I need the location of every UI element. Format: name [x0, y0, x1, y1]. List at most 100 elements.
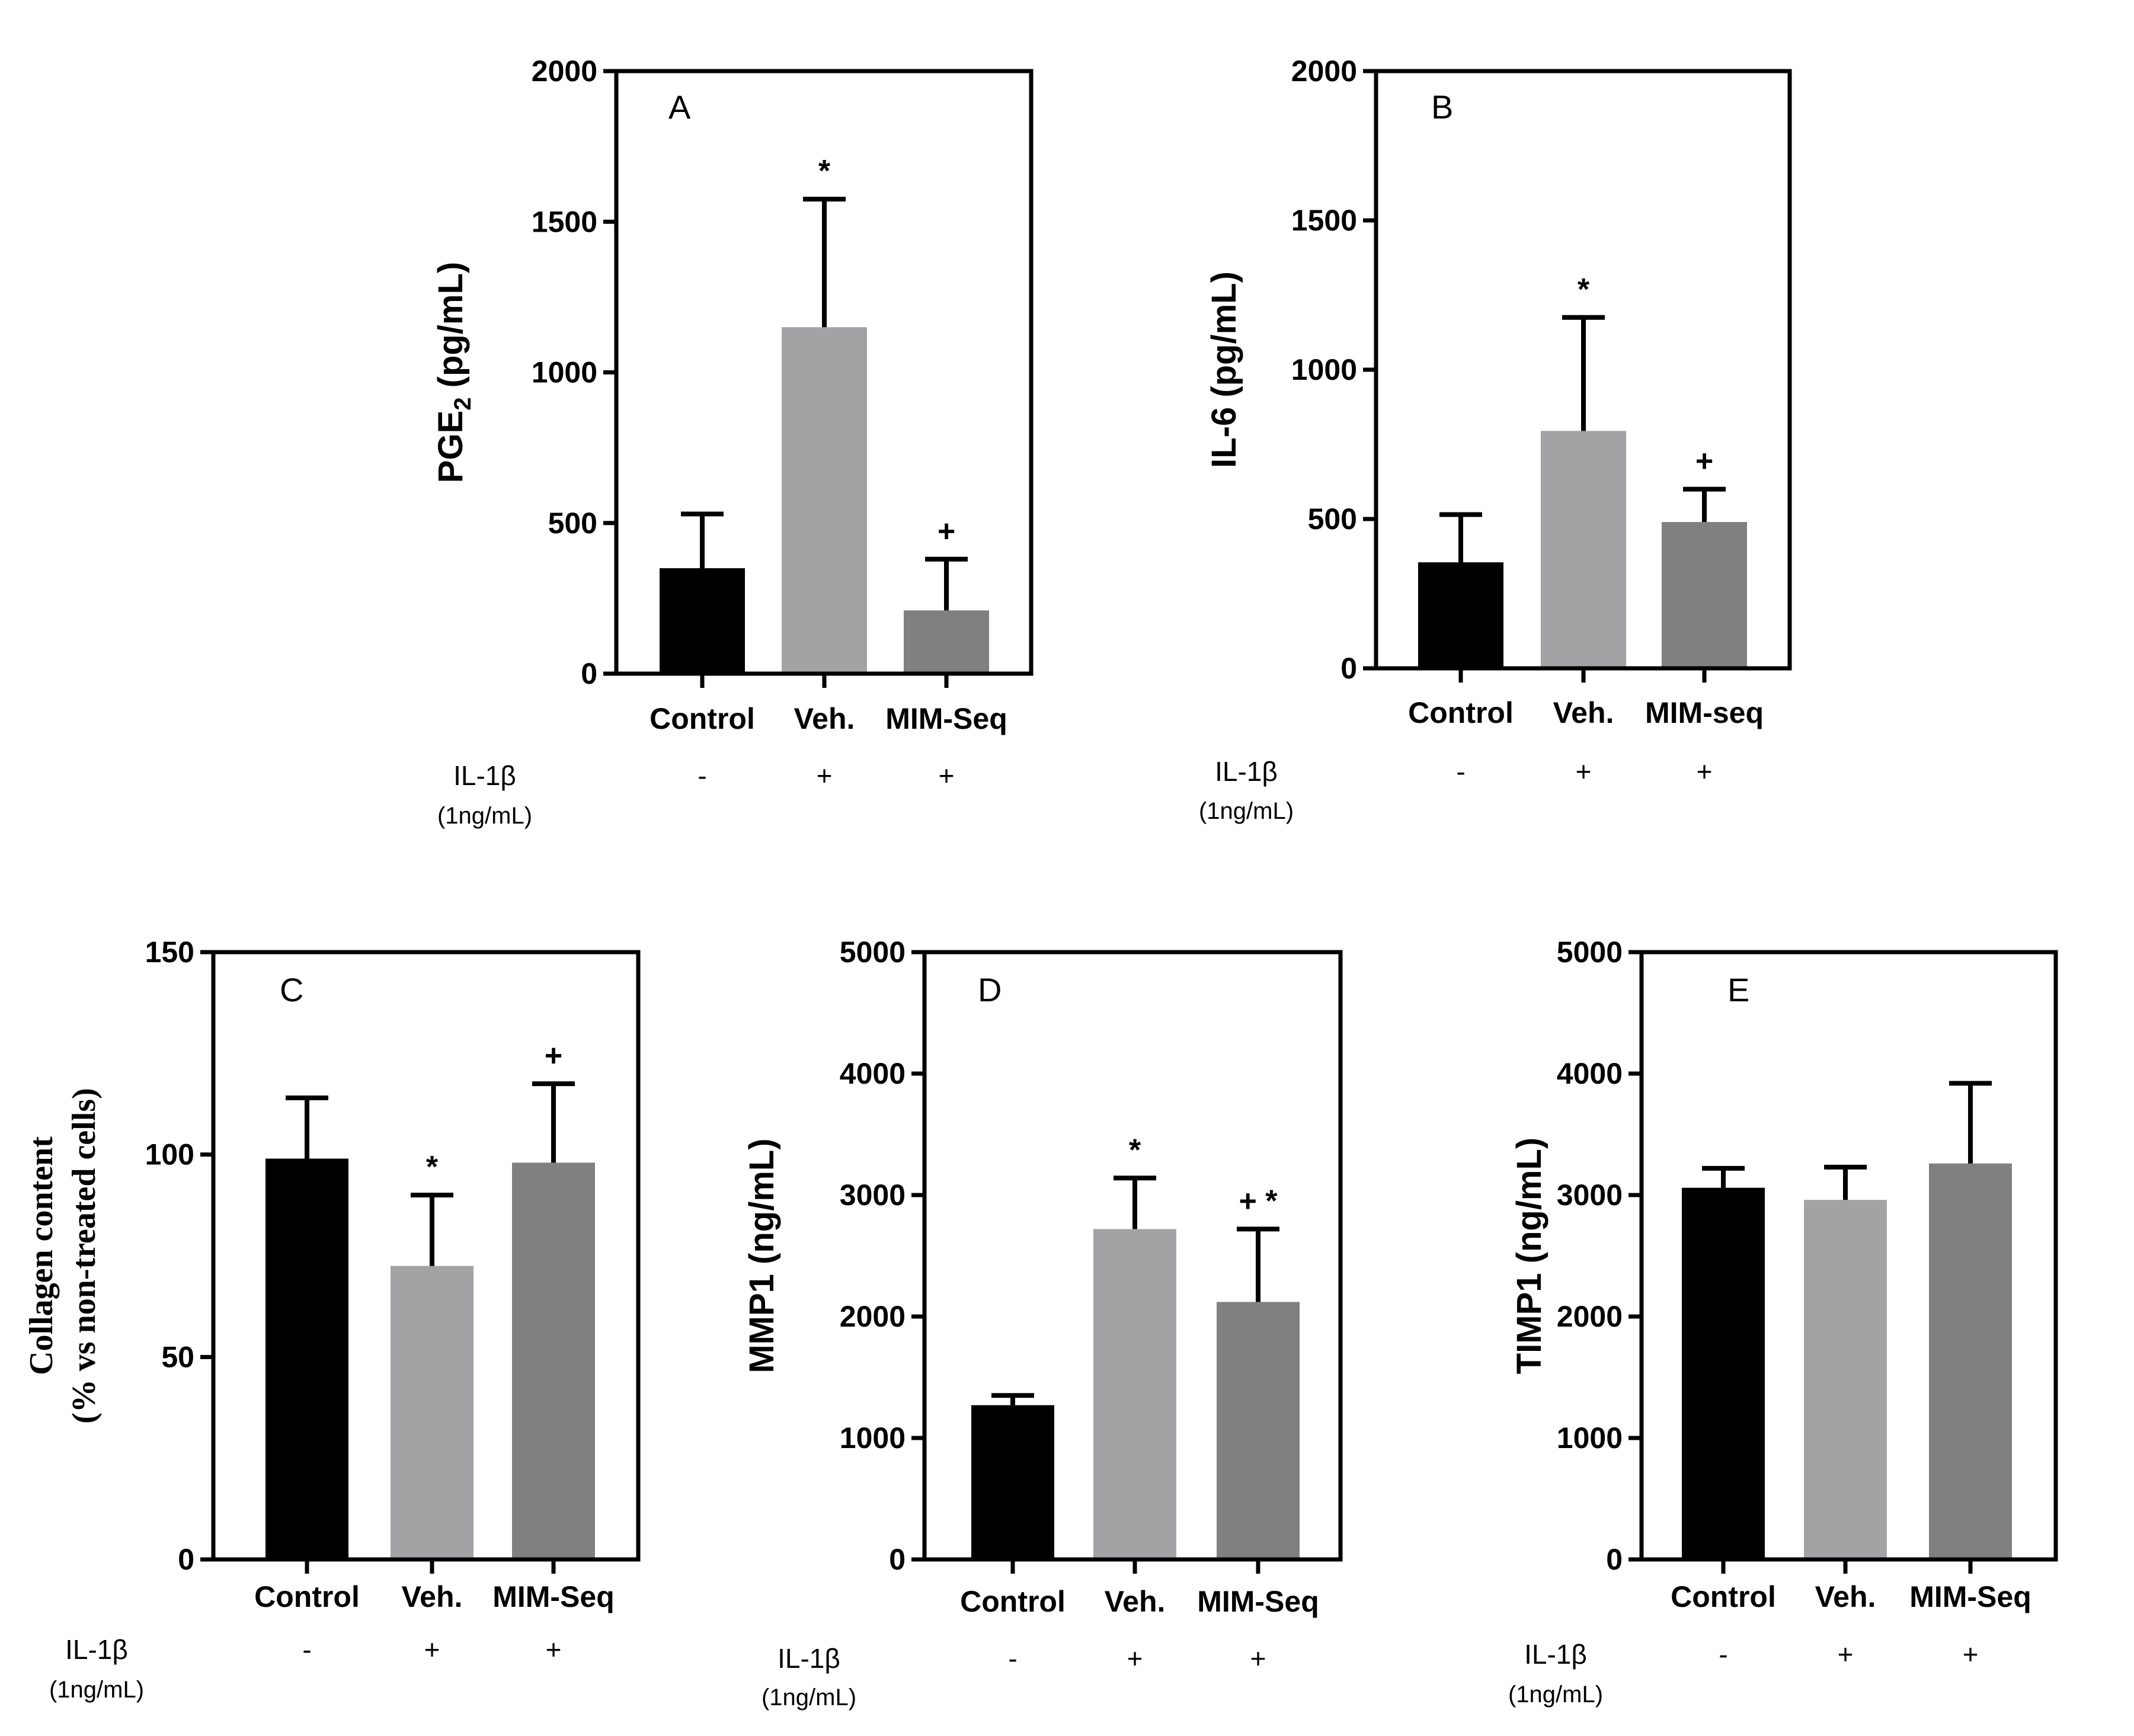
bar-mim-seq [1662, 522, 1747, 668]
category-label: MIM-Seq [492, 1580, 615, 1613]
treatment-sign: - [1456, 756, 1465, 787]
panel-label: E [1727, 971, 1749, 1008]
category-label: Control [960, 1585, 1066, 1618]
bar-control [1682, 1187, 1765, 1559]
treatment-sign: - [1719, 1639, 1727, 1670]
category-label: MIM-Seq [1909, 1580, 2031, 1613]
treatment-sign: + [546, 1634, 562, 1665]
treatment-name: IL-1β [65, 1634, 128, 1665]
y-axis-title: Collagen content [23, 1136, 60, 1375]
panel-label: B [1431, 88, 1453, 126]
y-tick-label: 1500 [532, 205, 597, 238]
significance-marker: * [818, 154, 831, 188]
category-label: Veh. [1105, 1585, 1166, 1618]
significance-marker: * [1129, 1133, 1141, 1167]
y-tick-label: 500 [548, 507, 597, 540]
treatment-name: IL-1β [453, 760, 516, 791]
treatment-sign: - [302, 1634, 311, 1665]
y-tick-label: 0 [889, 1543, 906, 1576]
treatment-name: IL-1β [1215, 756, 1278, 787]
treatment-sign: - [1008, 1643, 1017, 1674]
chart-panel-c: Control - * Veh. + + MIM-Seq +0 50 100 150 C Collage… [23, 936, 641, 1703]
category-label: Veh. [1553, 696, 1614, 729]
significance-marker: * [1578, 273, 1590, 307]
treatment-name: IL-1β [778, 1643, 840, 1674]
panel-label: D [978, 971, 1002, 1008]
y-tick-label: 0 [178, 1543, 194, 1576]
y-axis-title: PGE2 (pg/mL) [431, 262, 476, 483]
y-tick-label: 0 [1340, 652, 1357, 685]
y-tick-label: 100 [145, 1138, 194, 1171]
y-tick-label: 2000 [840, 1300, 906, 1333]
bar-mim-seq [904, 610, 989, 674]
bar-control [1418, 562, 1503, 668]
y-tick-label: 150 [145, 936, 194, 969]
treatment-sign: + [1963, 1639, 1979, 1670]
plot-frame [1639, 950, 2058, 1562]
bar-control [660, 568, 745, 674]
y-tick-label: 3000 [1557, 1178, 1623, 1212]
treatment-sign: + [939, 760, 955, 791]
y-tick-label: 1500 [1291, 204, 1357, 237]
treatment-sign: + [817, 760, 833, 791]
category-label: MIM-Seq [1197, 1585, 1319, 1618]
y-tick-label: 5000 [1557, 936, 1623, 969]
treatment-sign: - [698, 760, 706, 791]
significance-marker: + [938, 514, 955, 549]
treatment-sign: + [1250, 1643, 1266, 1674]
chart-panel-d: Control - * Veh. + + * MIM-Seq +0 1000 2000 3000 40… [743, 936, 1343, 1711]
significance-marker: + * [1239, 1184, 1278, 1218]
panel-label: C [280, 971, 303, 1008]
treatment-sign: + [1838, 1639, 1854, 1670]
treatment-concentration: (1ng/mL) [49, 1677, 144, 1703]
category-label: Control [254, 1580, 360, 1613]
plot-frame [922, 950, 1343, 1562]
bar-mim-seq [512, 1162, 595, 1559]
significance-marker: + [545, 1039, 562, 1073]
bar-mim-seq [1217, 1302, 1300, 1559]
panel-label: A [668, 88, 691, 126]
y-axis-title: MMP1 (ng/mL) [743, 1138, 781, 1373]
bar-veh- [1804, 1200, 1887, 1559]
bar-mim-seq [1929, 1163, 2012, 1559]
y-tick-label: 1000 [1557, 1421, 1623, 1455]
bar-veh- [782, 327, 867, 674]
y-tick-label: 1000 [532, 356, 597, 389]
y-tick-label: 3000 [840, 1178, 906, 1212]
category-label: Veh. [794, 702, 855, 735]
treatment-concentration: (1ng/mL) [1199, 798, 1294, 824]
y-tick-label: 0 [581, 657, 597, 690]
treatment-concentration: (1ng/mL) [1508, 1681, 1603, 1708]
category-label: Veh. [1815, 1580, 1876, 1613]
treatment-sign: + [1576, 756, 1592, 787]
plot-frame [211, 950, 641, 1562]
significance-marker: + [1695, 444, 1713, 479]
y-tick-label: 0 [1606, 1543, 1623, 1576]
treatment-name: IL-1β [1524, 1639, 1587, 1670]
category-label: MIM-Seq [885, 702, 1007, 735]
bar-veh- [1093, 1229, 1176, 1559]
y-tick-label: 4000 [840, 1057, 906, 1090]
y-axis-title: TIMP1 (ng/mL) [1510, 1138, 1548, 1375]
category-label: MIM-seq [1645, 696, 1764, 729]
y-tick-label: 1000 [840, 1421, 906, 1455]
treatment-concentration: (1ng/mL) [437, 803, 532, 829]
category-label: Control [1671, 1580, 1776, 1613]
y-tick-label: 50 [161, 1340, 194, 1373]
category-label: Veh. [402, 1580, 463, 1613]
chart-panel-a: Control - * Veh. + + MIM-Seq +0 500 1000 1500 2000 A… [431, 55, 1034, 829]
significance-marker: * [426, 1150, 439, 1184]
y-axis-title: IL-6 (pg/mL) [1205, 271, 1243, 468]
bar-veh- [1541, 431, 1626, 668]
y-tick-label: 4000 [1557, 1057, 1623, 1090]
treatment-concentration: (1ng/mL) [762, 1684, 856, 1711]
y-tick-label: 5000 [840, 936, 906, 969]
y-tick-label: 2000 [1291, 55, 1357, 88]
chart-panel-b: Control - * Veh. + + MIM-seq +0 500 1000 1500 2000 B… [1199, 55, 1792, 824]
treatment-sign: + [1127, 1643, 1143, 1674]
chart-panel-e: Control - Veh. + MIM-Seq +0 1000 2000 3000 4000 50… [1508, 936, 2058, 1708]
y-tick-label: 2000 [1557, 1300, 1623, 1333]
bar-control [265, 1158, 348, 1559]
bar-veh- [391, 1266, 473, 1559]
